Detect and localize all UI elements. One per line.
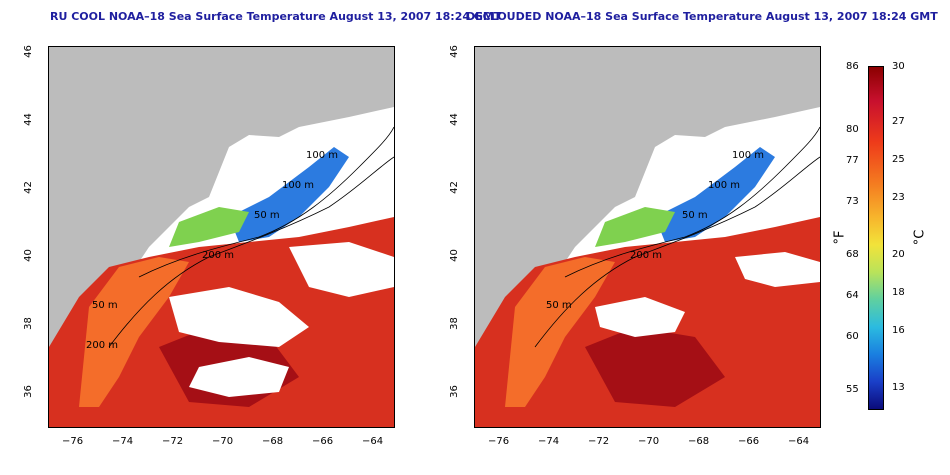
x-tick: −66 [738,436,760,447]
land-mass [49,47,394,407]
contour-line [138,126,394,278]
left-sst-map [48,46,395,428]
x-tick: −74 [538,436,560,447]
right-map-title: DECLOUDED NOAA–18 Sea Surface Temperatur… [466,10,938,23]
contour-label: 200 m [630,250,663,261]
contour-label: 100 m [306,150,339,161]
cloud-cover [189,357,289,397]
y-tick: 38 [448,317,460,330]
contour-line [534,156,820,348]
y-tick: 40 [22,249,34,262]
left-sst-image [49,47,394,427]
contour-line [564,126,820,278]
contour-label: 50 m [546,300,572,311]
colorbar-c-tick: 18 [892,287,905,298]
y-tick: 44 [22,113,34,126]
contour-label: 200 m [86,340,119,351]
cloud-cover [595,297,685,337]
contour-label: 100 m [282,180,315,191]
contour-label: 100 m [732,150,765,161]
x-tick: −66 [312,436,334,447]
colorbar-f-tick: 68 [846,249,859,260]
cool-water [655,147,775,242]
y-tick: 46 [448,45,460,58]
temperature-colorbar [868,66,884,410]
y-tick: 44 [448,113,460,126]
right-sst-map [474,46,821,428]
colorbar-f-tick: 64 [846,290,859,301]
contour-label: 50 m [92,300,118,311]
warm-shelf-water [79,257,189,407]
colorbar-c-tick: 30 [892,61,905,72]
cool-water [229,147,349,242]
y-tick: 36 [448,385,460,398]
contour-label: 100 m [708,180,741,191]
warm-shelf-water [505,257,615,407]
contour-label: 50 m [682,210,708,221]
x-tick: −72 [588,436,610,447]
cloud-cover [289,242,394,297]
colorbar-f-unit: °F [832,230,848,245]
colorbar-c-tick: 23 [892,192,905,203]
mid-water [169,207,249,247]
cloud-cover [169,287,309,347]
colorbar-c-tick: 13 [892,382,905,393]
x-tick: −64 [788,436,810,447]
mid-water [595,207,675,247]
colorbar-c-tick: 25 [892,154,905,165]
x-tick: −76 [62,436,84,447]
x-tick: −72 [162,436,184,447]
x-tick: −76 [488,436,510,447]
x-tick: −74 [112,436,134,447]
contour-line [108,156,394,348]
right-sst-image [475,47,820,427]
y-tick: 36 [22,385,34,398]
colorbar-c-tick: 20 [892,249,905,260]
colorbar-c-tick: 16 [892,325,905,336]
contour-label: 50 m [254,210,280,221]
colorbar-f-tick: 55 [846,384,859,395]
dark-warm-eddy [585,327,725,407]
y-tick: 42 [448,181,460,194]
colorbar-c-unit: °C [912,229,928,246]
x-tick: −70 [638,436,660,447]
colorbar-c-tick: 27 [892,116,905,127]
x-tick: −70 [212,436,234,447]
left-map-title: RU COOL NOAA–18 Sea Surface Temperature … [50,10,502,23]
colorbar-f-tick: 73 [846,196,859,207]
contour-label: 200 m [202,250,235,261]
x-tick: −68 [262,436,284,447]
land-mass [475,47,820,407]
colorbar-f-tick: 80 [846,124,859,135]
x-tick: −64 [362,436,384,447]
y-tick: 40 [448,249,460,262]
y-tick: 46 [22,45,34,58]
colorbar-f-tick: 77 [846,155,859,166]
cloud-cover [735,252,820,287]
x-tick: −68 [688,436,710,447]
colorbar-f-tick: 86 [846,61,859,72]
y-tick: 42 [22,181,34,194]
y-tick: 38 [22,317,34,330]
colorbar-f-tick: 60 [846,331,859,342]
